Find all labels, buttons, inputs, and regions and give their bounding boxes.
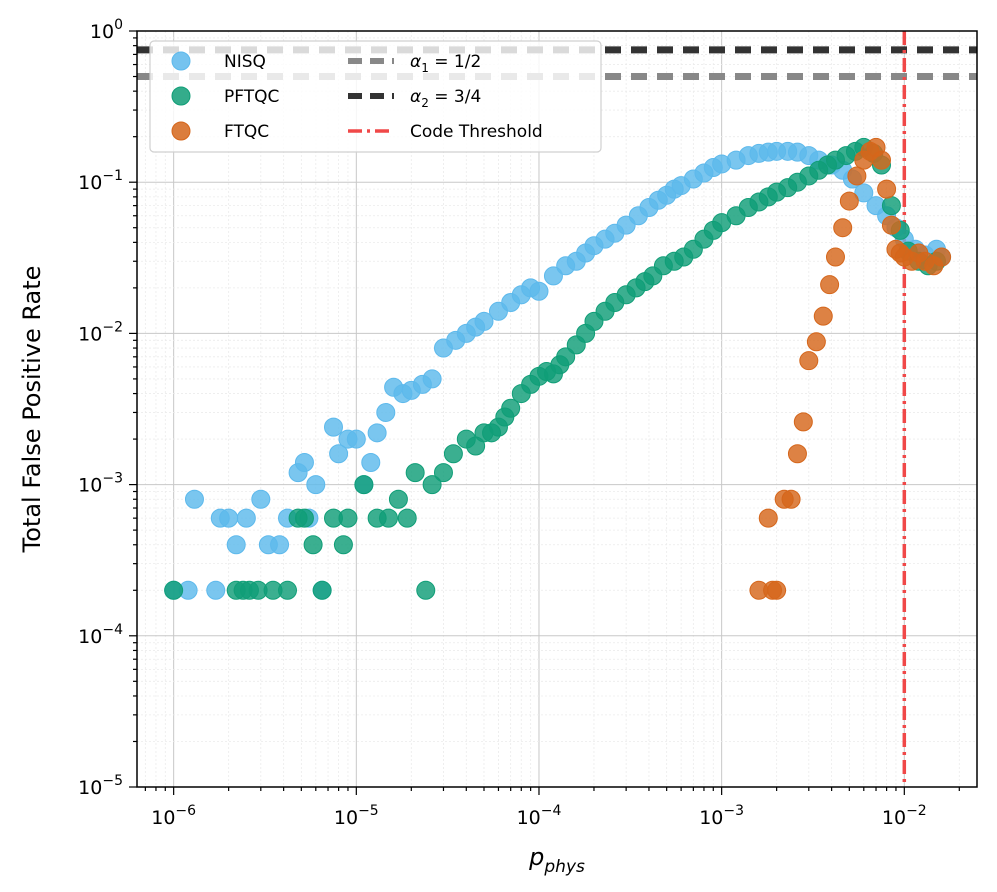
point-ftqc [839, 191, 859, 211]
point-pftqc [303, 535, 323, 555]
point-nisq [543, 266, 563, 286]
point-ftqc [813, 306, 833, 326]
point-ftqc [881, 215, 901, 235]
point-ftqc [932, 247, 952, 267]
y-tick-label: 10−3 [78, 471, 123, 497]
point-ftqc [799, 351, 819, 371]
point-nisq [306, 475, 326, 495]
legend-label-ref-0: α1 = 1/2 [410, 52, 481, 75]
y-tick-label: 10−4 [78, 622, 123, 648]
point-nisq [251, 489, 271, 509]
legend-label-ftqc: FTQC [224, 122, 269, 142]
axes: 10−6 10−5 10−4 10−3 10−2 10−5 10−4 10−3 10−2 10−1… [78, 17, 960, 829]
point-pftqc [556, 347, 576, 367]
point-pftqc [433, 463, 453, 483]
legend-label-ref-1: α2 = 3/4 [410, 87, 481, 110]
point-ftqc [767, 580, 787, 600]
point-pftqc [501, 398, 521, 418]
plot-frame [136, 30, 978, 788]
point-ftqc [787, 444, 807, 464]
point-pftqc [881, 196, 901, 216]
y-tick-label: 100 [90, 17, 123, 43]
legend-label-nisq: NISQ [224, 52, 266, 72]
point-pftqc [354, 475, 374, 495]
legend-marker-pftqc [171, 86, 191, 106]
legend-marker-nisq [171, 51, 191, 71]
legend-marker-ftqc [171, 121, 191, 141]
point-pftqc [333, 535, 353, 555]
point-ftqc [781, 489, 801, 509]
point-nisq [226, 535, 246, 555]
point-ftqc [758, 508, 778, 528]
y-tick-label: 10−1 [78, 168, 123, 194]
point-ftqc [820, 275, 840, 295]
point-pftqc [443, 444, 463, 464]
x-tick-label: 10−2 [882, 803, 927, 829]
point-ftqc [833, 218, 853, 238]
point-ftqc [825, 247, 845, 267]
point-nisq [367, 423, 387, 443]
data-points [164, 137, 952, 600]
point-nisq [270, 535, 290, 555]
legend-label-ref-2: Code Threshold [410, 122, 543, 142]
point-pftqc [338, 508, 358, 528]
y-axis-label: Total False Positive Rate [18, 266, 46, 554]
point-nisq [422, 369, 442, 389]
x-axis-label: pphys [528, 843, 585, 877]
point-pftqc [277, 580, 297, 600]
point-nisq [529, 281, 549, 301]
point-pftqc [397, 508, 417, 528]
point-nisq [329, 444, 349, 464]
point-pftqc [164, 580, 184, 600]
x-tick-label: 10−3 [699, 803, 744, 829]
point-pftqc [422, 475, 442, 495]
point-nisq [294, 453, 314, 473]
point-nisq [184, 489, 204, 509]
point-ftqc [877, 179, 897, 199]
point-pftqc [294, 508, 314, 528]
point-nisq [206, 580, 226, 600]
point-pftqc [388, 489, 408, 509]
point-ftqc [847, 166, 867, 186]
legend-label-pftqc: PFTQC [224, 87, 279, 107]
y-tick-label: 10−2 [78, 319, 123, 345]
y-tick-label: 10−5 [78, 773, 123, 799]
point-pftqc [405, 463, 425, 483]
point-nisq [474, 311, 494, 331]
point-nisq [236, 508, 256, 528]
point-nisq [323, 417, 343, 437]
point-pftqc [416, 580, 436, 600]
point-nisq [361, 453, 381, 473]
point-ftqc [793, 412, 813, 432]
point-nisq [854, 183, 874, 203]
point-nisq [219, 508, 239, 528]
x-tick-label: 10−5 [334, 803, 379, 829]
point-nisq [376, 402, 396, 422]
x-tick-label: 10−6 [151, 803, 196, 829]
point-ftqc [806, 332, 826, 352]
legend: NISQ PFTQC FTQC α1 = 1/2 α2 = 3/4 Code Thresh… [149, 40, 602, 153]
point-nisq [346, 429, 366, 449]
point-pftqc [378, 508, 398, 528]
point-pftqc [312, 580, 332, 600]
point-ftqc [871, 150, 891, 170]
x-tick-label: 10−4 [517, 803, 562, 829]
